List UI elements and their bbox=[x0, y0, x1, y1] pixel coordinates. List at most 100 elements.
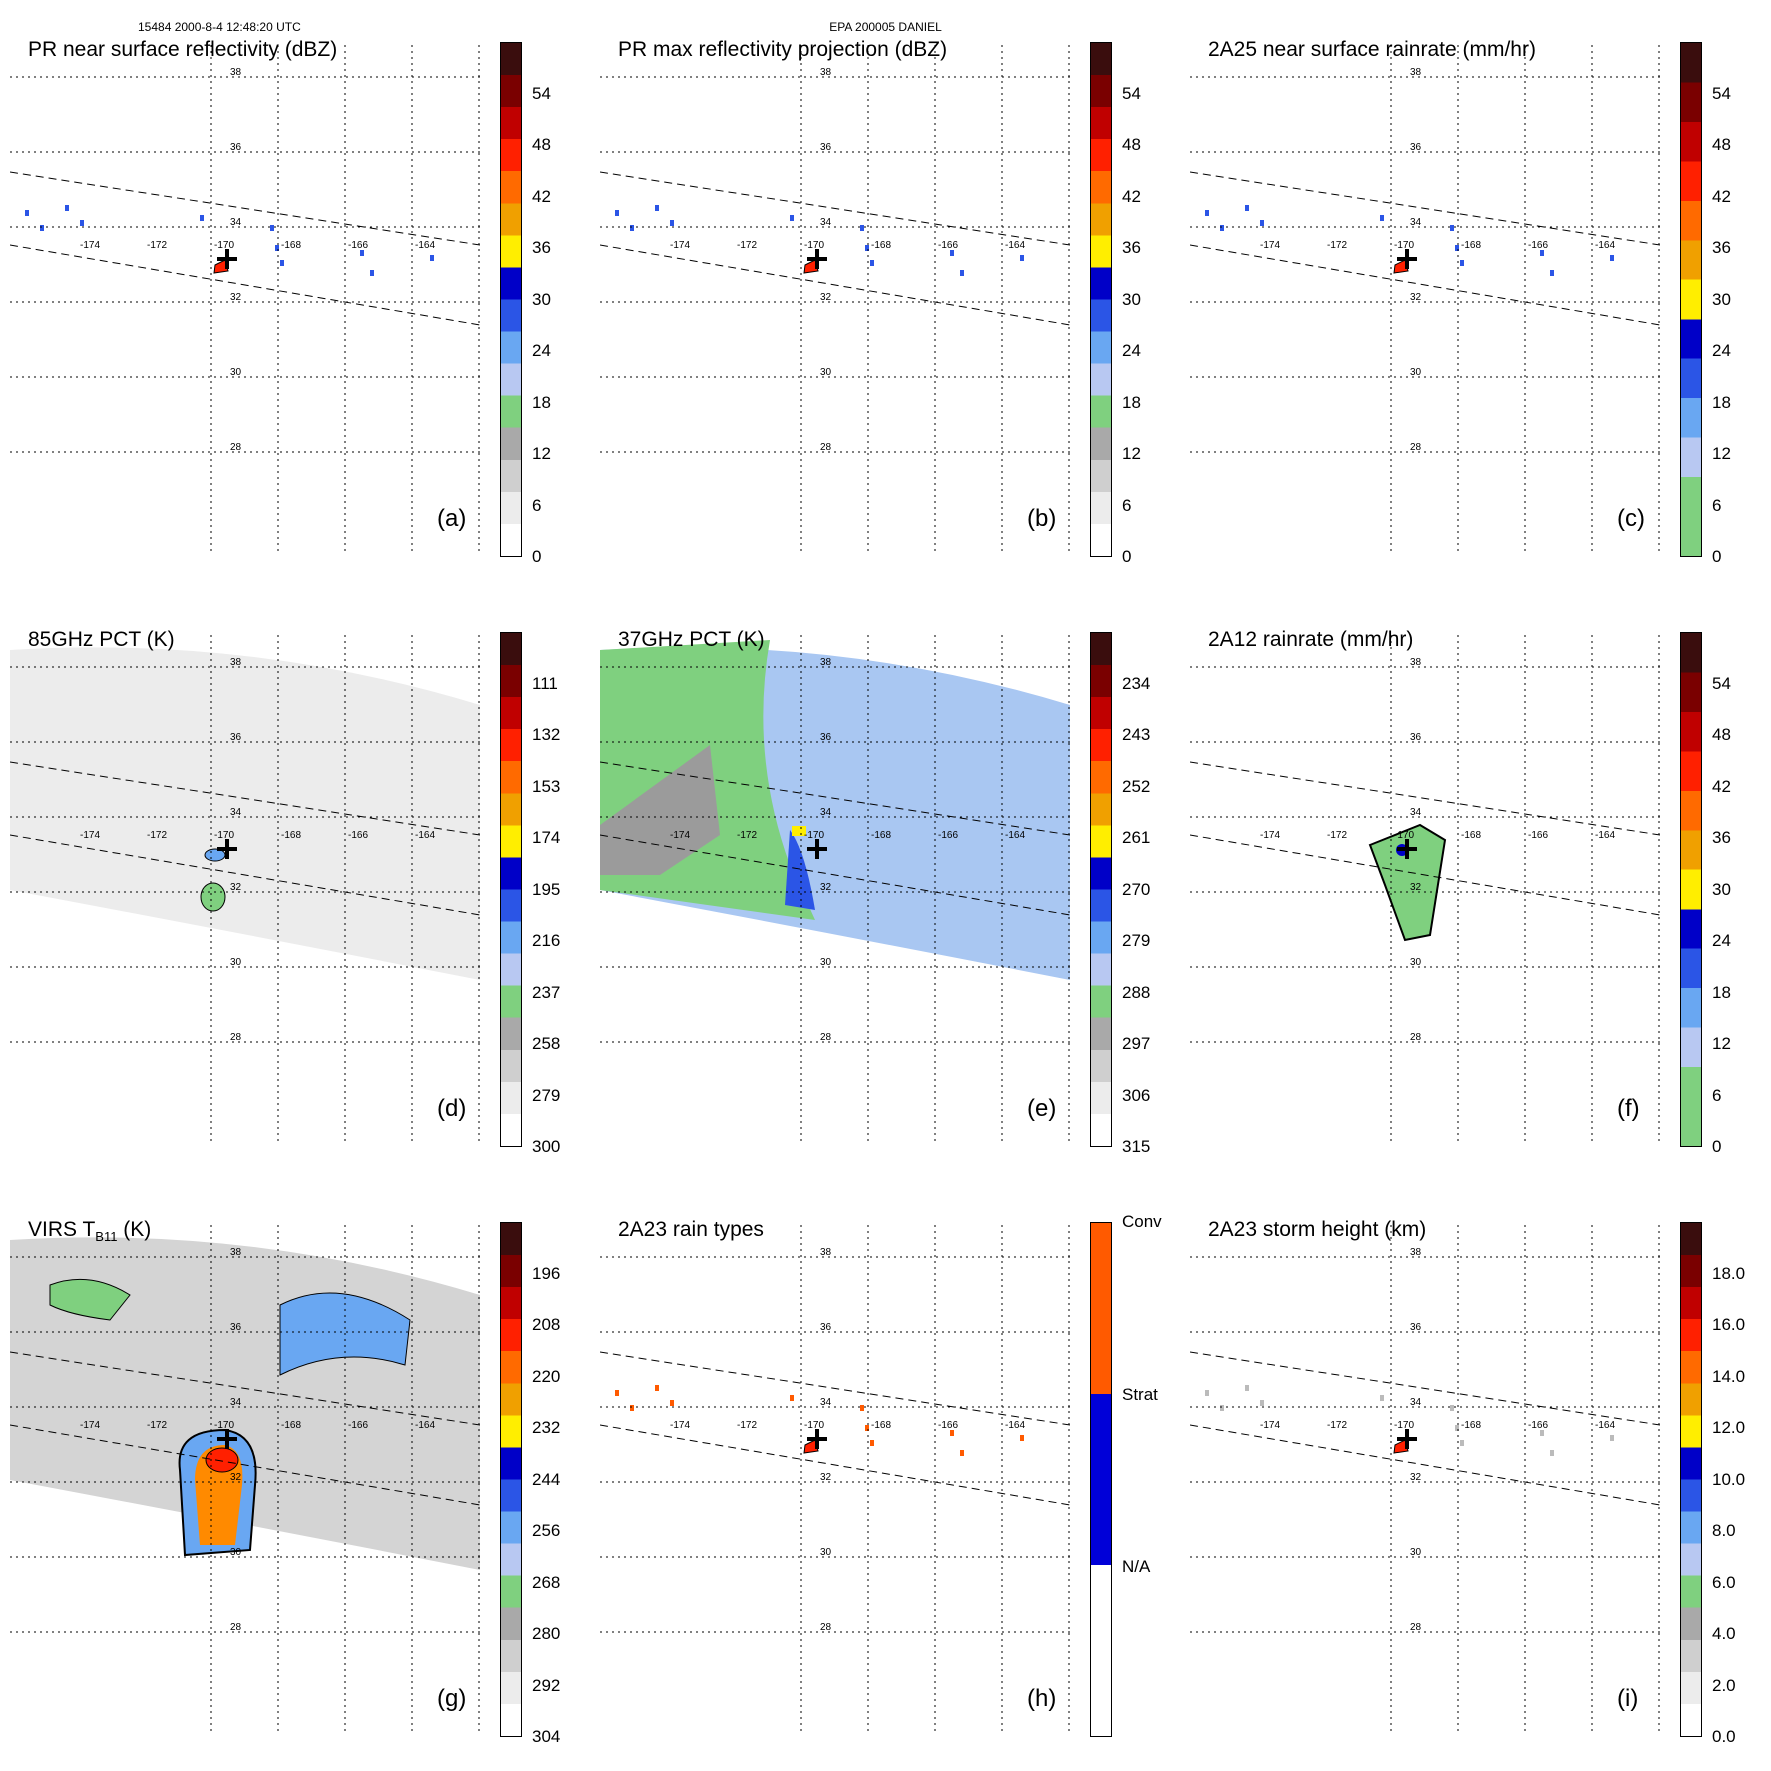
colorbar-tick: 0 bbox=[532, 547, 542, 566]
lat-label: 32 bbox=[820, 1472, 832, 1483]
lon-label: -166 bbox=[1528, 1420, 1548, 1431]
storm-center-cross-icon bbox=[217, 839, 237, 859]
storm-center-cross-icon bbox=[217, 249, 237, 269]
lon-label: -166 bbox=[938, 1420, 958, 1431]
rain-pixel bbox=[950, 1430, 954, 1436]
map-area: 38 36 34 32 30 28 -174 -172 -170 -168 -166 -164 bbox=[600, 635, 1070, 1145]
lat-label: 32 bbox=[230, 1472, 242, 1483]
lat-label: 38 bbox=[820, 67, 832, 78]
lat-label: 28 bbox=[820, 442, 832, 453]
colorbar-tick: 42 bbox=[1712, 776, 1731, 796]
colorbar-tick: 6 bbox=[1712, 495, 1722, 515]
colorbar-tick: 18.0 bbox=[1712, 1263, 1746, 1283]
rain-pixel bbox=[1260, 220, 1264, 226]
swath-edge-north bbox=[1190, 761, 1660, 836]
lat-label: 28 bbox=[230, 442, 242, 453]
colorbar-tick: 2.0 bbox=[1712, 1675, 1736, 1695]
lat-label: 36 bbox=[230, 1322, 242, 1333]
lat-label: 28 bbox=[820, 1032, 832, 1043]
panel-title: PR near surface reflectivity (dBZ) bbox=[28, 38, 338, 61]
rain-pixel bbox=[630, 1405, 634, 1411]
colorbar-tick: 36 bbox=[1712, 828, 1731, 847]
panel-h: 2A23 rain types 38 36 34 32 30 28 -174 -172 -170… bbox=[590, 1180, 1180, 1770]
map-layer: 38 36 34 32 30 28 -174 -172 -170 -168 -166 -164 bbox=[10, 45, 480, 555]
colorbar-tick: 234 bbox=[1122, 673, 1151, 693]
rain-pixel bbox=[65, 205, 69, 211]
rain-pixel bbox=[1220, 225, 1224, 231]
map-layer: 38 36 34 32 30 28 -174 -172 -170 -168 -166 -164 bbox=[600, 635, 1070, 1145]
rain-pixel bbox=[960, 1450, 964, 1456]
colorbar-tick: 292 bbox=[532, 1675, 561, 1695]
colorbar bbox=[500, 632, 522, 1147]
colorbar-tick: 30 bbox=[532, 289, 551, 309]
lat-label: 34 bbox=[230, 217, 242, 228]
colorbar bbox=[1680, 1222, 1702, 1737]
panel-label: (e) bbox=[1027, 1095, 1057, 1122]
rain-pixel bbox=[655, 205, 659, 211]
panel-label: (b) bbox=[1027, 505, 1057, 532]
rain-pixel bbox=[860, 225, 864, 231]
lon-label: -174 bbox=[670, 1420, 690, 1431]
colorbar-tick: 6.0 bbox=[1712, 1572, 1736, 1592]
rain-pixel bbox=[1380, 1395, 1384, 1401]
lat-label: 34 bbox=[820, 807, 832, 818]
storm-core bbox=[1393, 259, 1409, 274]
swath-edge-south bbox=[1190, 244, 1660, 326]
storm-core bbox=[1393, 1439, 1409, 1454]
lon-label: -168 bbox=[1461, 240, 1481, 251]
rain-pixel bbox=[1205, 210, 1209, 216]
rain-pixel bbox=[1380, 215, 1384, 221]
colorbar-tick: 36 bbox=[532, 238, 551, 257]
map-layer: 38 36 34 32 30 28 -174 -172 -170 -168 -166 -164 bbox=[10, 635, 480, 1145]
colorbar-tick: 111 bbox=[532, 673, 558, 693]
lon-label: -174 bbox=[670, 240, 690, 251]
colorbar-tick: 54 bbox=[532, 83, 551, 103]
map-area: 38 36 34 32 30 28 -174 -172 -170 -168 -166 -164 bbox=[1190, 45, 1660, 555]
colorbar-tick: 153 bbox=[532, 776, 561, 796]
colorbar-tick: 300 bbox=[532, 1137, 561, 1156]
map-area: 38 36 34 32 30 28 -174 -172 -170 -168 -166 -164 bbox=[10, 1225, 480, 1735]
lon-label: -168 bbox=[871, 1420, 891, 1431]
swath-edge-north bbox=[600, 761, 1070, 836]
map-area: 38 36 34 32 30 28 -174 -172 -170 -168 -166 -164 bbox=[600, 1225, 1070, 1735]
swath-edge-south bbox=[10, 1424, 480, 1506]
colorbar-tick: 42 bbox=[532, 186, 551, 206]
map-layer: 38 36 34 32 30 28 -174 -172 -170 -168 -166 -164 bbox=[600, 1225, 1070, 1735]
rain-pixel bbox=[790, 215, 794, 221]
rain-pixel bbox=[1610, 255, 1614, 261]
map-layer: 38 36 34 32 30 28 -174 -172 -170 -168 -166 -164 bbox=[600, 45, 1070, 555]
echo-cell bbox=[200, 882, 226, 912]
colorbar-tick: 36 bbox=[1122, 238, 1141, 257]
lat-label: 34 bbox=[1410, 807, 1422, 818]
colorbar-tick: 12.0 bbox=[1712, 1418, 1746, 1437]
colorbar-tick: 0 bbox=[1712, 1137, 1722, 1156]
colorbar-ticks: 54 48 42 36 30 24 18 12 6 0 bbox=[1712, 632, 1771, 1157]
lon-label: -164 bbox=[415, 1420, 435, 1431]
lat-label: 34 bbox=[230, 807, 242, 818]
colorbar-tick: Strat bbox=[1122, 1384, 1158, 1404]
lon-label: -172 bbox=[737, 240, 757, 251]
storm-center-cross-icon bbox=[217, 1429, 237, 1449]
swath-background bbox=[10, 647, 480, 980]
rain-pixel bbox=[1550, 1450, 1554, 1456]
rain-pixel bbox=[630, 225, 634, 231]
rain-area bbox=[1368, 823, 1447, 942]
panel-a: PR near surface reflectivity (dBZ) 38 36 3… bbox=[0, 0, 590, 590]
lat-label: 30 bbox=[820, 367, 832, 378]
lon-label: -166 bbox=[1528, 830, 1548, 841]
rain-pixel bbox=[1610, 1435, 1614, 1441]
lon-label: -164 bbox=[1005, 830, 1025, 841]
lon-label: -168 bbox=[1461, 1420, 1481, 1431]
rain-pixel bbox=[1540, 1430, 1544, 1436]
lat-label: 30 bbox=[820, 957, 832, 968]
lon-label: -174 bbox=[1260, 1420, 1280, 1431]
colorbar-tick: 132 bbox=[532, 725, 561, 744]
colorbar-tick: 288 bbox=[1122, 982, 1151, 1002]
colorbar bbox=[500, 42, 522, 557]
lon-label: -166 bbox=[938, 830, 958, 841]
panel-title: VIRS TB11 (K) bbox=[28, 1218, 152, 1245]
colorbar-tick: 42 bbox=[1122, 186, 1141, 206]
lat-label: 38 bbox=[820, 657, 832, 668]
lat-label: 32 bbox=[820, 882, 832, 893]
rain-pixel bbox=[1455, 245, 1459, 251]
